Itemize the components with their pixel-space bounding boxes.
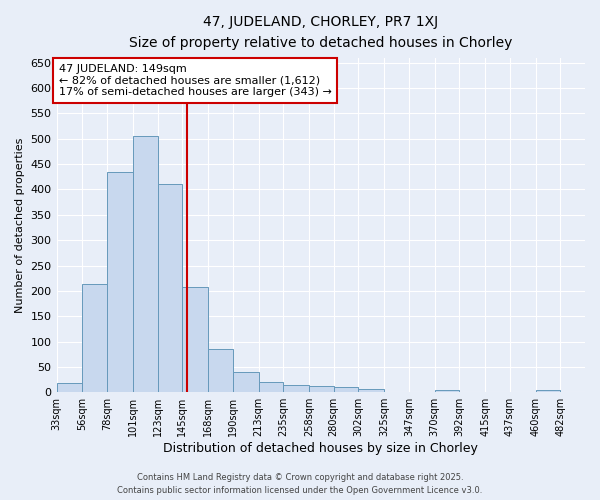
Text: Contains HM Land Registry data © Crown copyright and database right 2025.
Contai: Contains HM Land Registry data © Crown c… (118, 474, 482, 495)
Bar (334, 387, 358, 392)
Bar (133, 136, 158, 392)
Bar (56, 383, 82, 392)
Bar (434, 390, 460, 392)
Bar (283, 384, 309, 392)
Bar (358, 389, 384, 392)
Text: 47 JUDELAND: 149sqm
← 82% of detached houses are smaller (1,612)
17% of semi-det: 47 JUDELAND: 149sqm ← 82% of detached ho… (59, 64, 332, 97)
Bar (259, 382, 283, 392)
Bar (536, 390, 560, 392)
Y-axis label: Number of detached properties: Number of detached properties (15, 138, 25, 312)
Bar (182, 287, 208, 392)
Title: 47, JUDELAND, CHORLEY, PR7 1XJ
Size of property relative to detached houses in C: 47, JUDELAND, CHORLEY, PR7 1XJ Size of p… (129, 15, 512, 50)
Bar (107, 172, 133, 392)
X-axis label: Distribution of detached houses by size in Chorley: Distribution of detached houses by size … (163, 442, 478, 455)
Bar (233, 372, 259, 392)
Bar (82, 284, 107, 392)
Bar (158, 184, 182, 392)
Bar (309, 386, 334, 392)
Bar (208, 349, 233, 392)
